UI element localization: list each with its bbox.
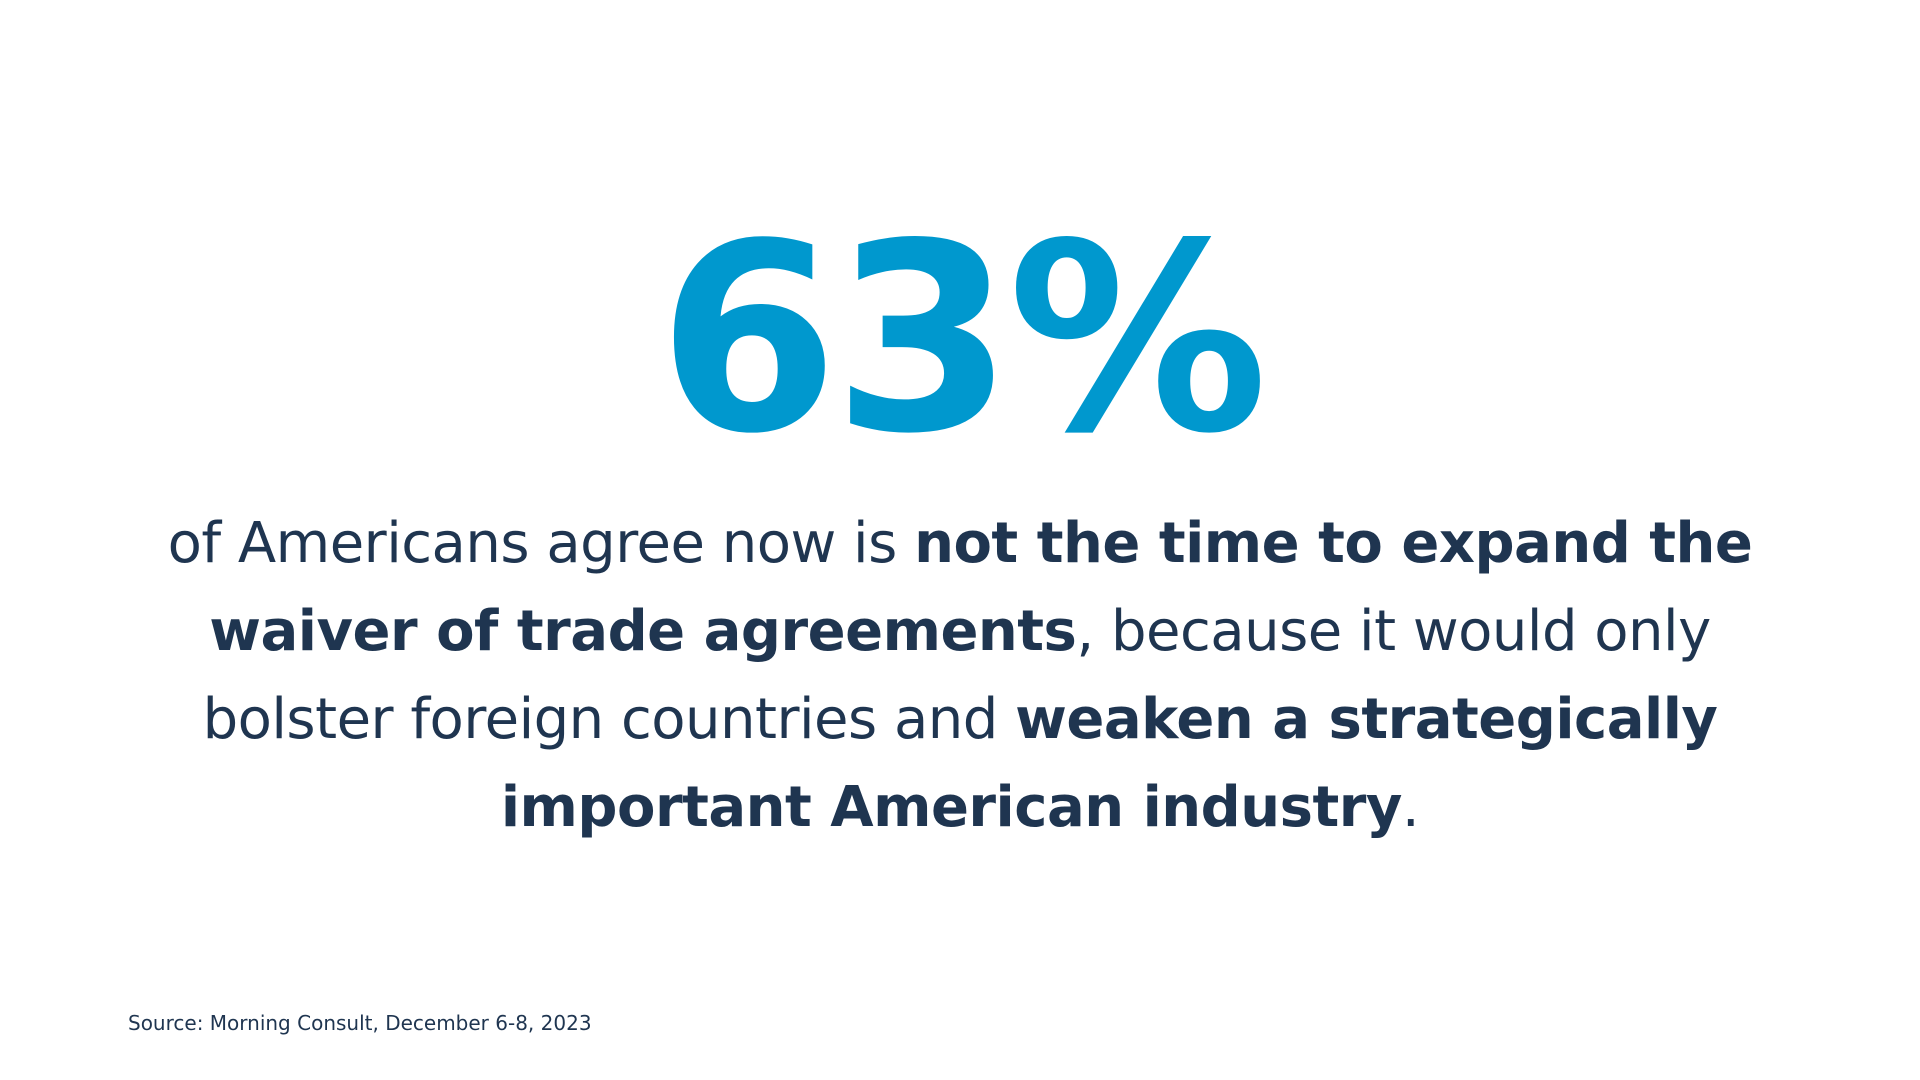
headline-stat: 63%: [657, 189, 1268, 491]
statement-text: of Americans agree now is not the time t…: [120, 500, 1800, 852]
source-citation: Source: Morning Consult, December 6-8, 2…: [128, 1011, 592, 1035]
statement-bold-2: weaken a strategically important America…: [500, 687, 1718, 840]
statement-part-2: , because it would only bolster foreign …: [202, 599, 1712, 752]
statement-part-3: .: [1401, 775, 1420, 840]
statement-bold-1: not the time to expand the waiver of tra…: [209, 511, 1753, 664]
statement-part-1: of Americans agree now is: [167, 511, 915, 576]
